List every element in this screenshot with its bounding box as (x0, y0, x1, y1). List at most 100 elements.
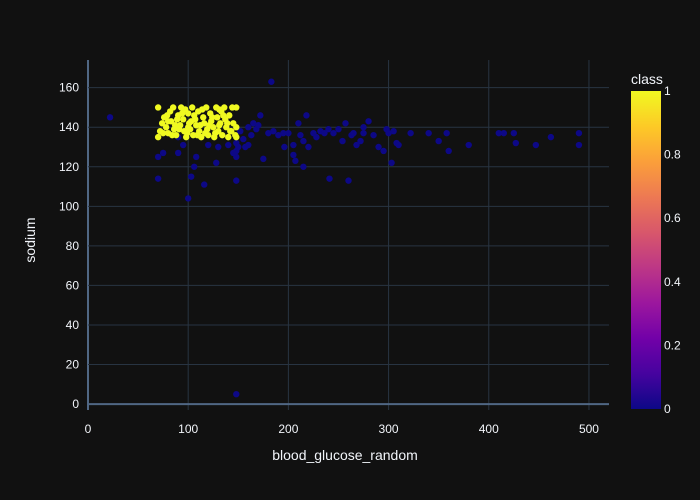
data-point (275, 131, 282, 139)
data-point (270, 127, 277, 135)
data-point (202, 129, 209, 137)
x-tick-label: 0 (85, 422, 92, 436)
data-point (187, 118, 195, 125)
data-point (345, 177, 352, 184)
data-point (575, 129, 583, 137)
data-point (303, 112, 310, 119)
data-point (407, 129, 414, 137)
data-point (547, 133, 555, 141)
y-tick-label: 40 (66, 318, 80, 332)
data-point (175, 126, 183, 133)
data-point (245, 141, 252, 149)
x-axis-ticks: 0 100 200 300 400 500 (85, 422, 600, 436)
data-point (228, 127, 235, 135)
data-point (206, 122, 213, 129)
y-tick-label: 160 (59, 81, 79, 95)
data-point (191, 163, 198, 170)
data-point (225, 133, 232, 141)
data-point (445, 147, 452, 155)
data-point (199, 106, 206, 113)
x-tick-label: 100 (178, 422, 198, 436)
data-point (171, 122, 179, 129)
data-point (250, 120, 257, 127)
colorbar-tick-label: 0.2 (664, 338, 681, 352)
data-point (353, 141, 360, 149)
data-point (350, 129, 357, 137)
data-point (159, 129, 167, 137)
data-point (435, 137, 442, 145)
y-axis-title: sodium (22, 217, 38, 262)
data-point (260, 155, 267, 163)
colorbar-tick-label: 0.4 (664, 275, 681, 289)
data-point (194, 131, 201, 139)
data-point (290, 151, 297, 159)
data-point (179, 116, 187, 123)
data-point (300, 163, 307, 170)
data-point (360, 129, 367, 137)
data-point (158, 120, 166, 127)
data-point (360, 124, 367, 131)
data-point (193, 153, 200, 161)
data-point (292, 157, 299, 165)
data-point (425, 129, 432, 137)
data-point (233, 133, 240, 141)
data-point (380, 147, 387, 155)
data-point (305, 143, 312, 151)
y-tick-label: 0 (72, 397, 79, 411)
data-point (510, 129, 518, 137)
x-tick-label: 300 (379, 422, 399, 436)
data-point (191, 112, 198, 119)
data-point (290, 141, 297, 149)
data-point (233, 124, 240, 131)
data-point (163, 112, 171, 119)
data-point (162, 124, 170, 131)
data-point (575, 141, 583, 149)
x-tick-label: 200 (278, 422, 298, 436)
data-point (154, 175, 162, 182)
y-tick-label: 100 (59, 199, 79, 213)
data-point (226, 112, 233, 119)
data-point (375, 143, 382, 151)
data-point (205, 141, 212, 149)
colorbar-title: class (631, 71, 663, 87)
y-tick-label: 20 (66, 358, 80, 372)
data-point (245, 124, 252, 131)
data-point (268, 78, 275, 85)
data-point (532, 141, 540, 149)
data-point (189, 104, 196, 111)
data-point (342, 120, 349, 127)
data-point (325, 126, 332, 133)
data-point (164, 118, 172, 125)
data-point (225, 141, 232, 149)
data-point (500, 129, 507, 137)
data-point (200, 114, 207, 121)
data-point (385, 129, 392, 137)
data-points (106, 78, 583, 398)
data-point (216, 106, 223, 113)
data-point (215, 143, 222, 151)
data-point (154, 153, 162, 161)
data-point (201, 181, 208, 188)
data-point (154, 133, 162, 141)
data-point (174, 149, 182, 157)
data-point (159, 149, 167, 157)
data-point (214, 114, 221, 121)
data-point (297, 131, 304, 139)
data-point (240, 135, 247, 143)
data-point (443, 129, 450, 137)
data-point (335, 126, 342, 133)
data-point (197, 122, 204, 129)
colorbar-tick-label: 0.6 (664, 211, 681, 225)
data-point (321, 129, 328, 137)
data-point (255, 122, 262, 129)
data-point (154, 104, 162, 111)
data-point (365, 118, 372, 125)
data-point (216, 122, 223, 129)
data-point (357, 137, 364, 145)
data-point (465, 141, 472, 149)
data-point (106, 114, 114, 121)
y-tick-label: 80 (66, 239, 80, 253)
data-point (212, 129, 219, 137)
